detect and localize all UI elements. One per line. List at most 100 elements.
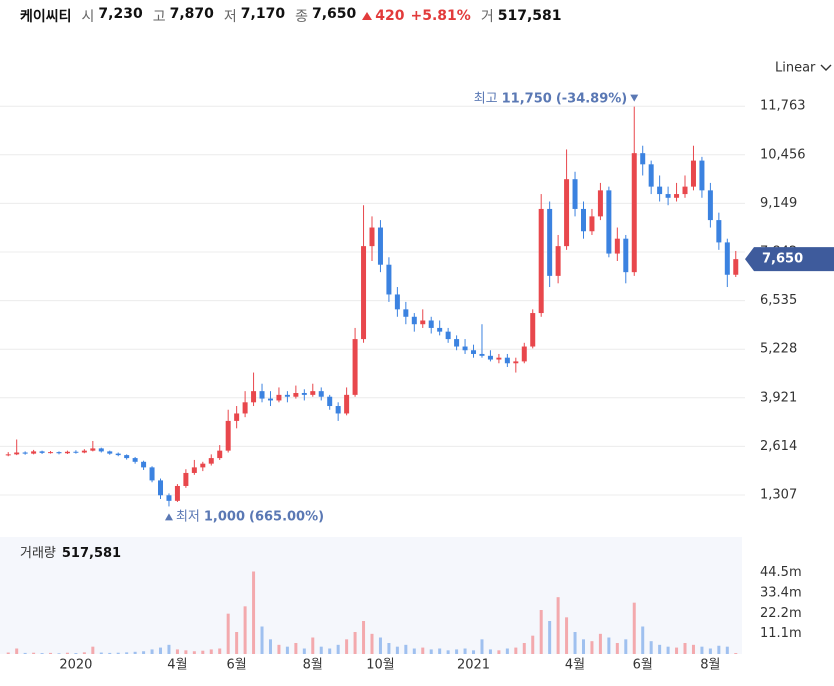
x-tick-label: 2021 [457, 658, 490, 673]
volume-bar [285, 646, 289, 654]
volume-bar [598, 633, 602, 654]
candle-body [597, 190, 603, 217]
candle-body [276, 394, 282, 401]
candle-body [437, 327, 443, 332]
y-tick-label: 2,614 [760, 439, 797, 454]
volume-bar [362, 621, 366, 654]
volume-bar [116, 652, 120, 654]
y2-tick-label: 44.5m [760, 565, 802, 580]
x-tick-label: 2020 [59, 658, 92, 673]
candle-body [369, 227, 375, 247]
x-tick-label: 8월 [303, 658, 323, 673]
volume-name: 거래량 [20, 546, 56, 561]
volume-bar [319, 646, 323, 654]
candle-body [572, 179, 578, 209]
candle-body [640, 153, 646, 165]
volume-bar [522, 643, 526, 654]
annotation: 최고 11,750 (-34.89%) [474, 91, 628, 106]
candle-body [682, 186, 688, 195]
volume-bar [624, 639, 628, 654]
change-pct: +5.81% [410, 8, 471, 24]
volume-bar [395, 646, 399, 654]
volume-bar [463, 648, 467, 654]
volume-bar [6, 652, 10, 654]
candle-body [394, 294, 400, 310]
volume-bar [184, 650, 188, 654]
candle-body [234, 413, 240, 421]
volume-bar [82, 652, 86, 654]
field-label: 종 [295, 9, 308, 25]
x-tick-label: 6월 [633, 658, 653, 673]
volume-bar [581, 639, 585, 654]
x-tick-label: 10월 [366, 658, 395, 673]
candle-body [674, 194, 680, 198]
volume-bar [192, 651, 196, 654]
candle-body [225, 420, 231, 451]
volume-bar [505, 648, 509, 654]
volume-bar [201, 650, 205, 654]
volume-bar [641, 626, 645, 654]
candle-body [665, 194, 671, 198]
scale-menu-label[interactable]: Linear [775, 61, 816, 76]
candle-body [530, 313, 536, 347]
candle-body [98, 448, 104, 452]
candle-body [310, 391, 316, 395]
annotation-label: 최고 [474, 91, 498, 106]
volume-label: 거 [480, 9, 494, 25]
volume-bar [429, 649, 433, 654]
y2-tick-label: 33.4m [760, 585, 802, 600]
candle-body [158, 480, 164, 496]
volume-bar [666, 646, 670, 654]
volume-bar [99, 652, 103, 654]
candle-body [377, 227, 383, 265]
candle-body [724, 242, 730, 275]
volume-bar [336, 644, 340, 654]
x-tick-label: 4월 [167, 658, 187, 673]
candle-body [386, 264, 392, 295]
candle-body [496, 357, 502, 360]
volume-bar [446, 650, 450, 654]
candle-body [471, 350, 477, 354]
volume-bar [125, 652, 129, 654]
volume-value: 517,581 [497, 8, 562, 24]
annotation-change: (665.00%) [249, 509, 324, 524]
volume-bar [421, 647, 425, 654]
volume-bar [700, 646, 704, 654]
candle-body [166, 495, 172, 501]
volume-bar [734, 653, 738, 654]
y-tick-label: 11,763 [760, 99, 806, 114]
candle-body [73, 451, 79, 453]
volume-bar [260, 626, 264, 654]
volume-bar [57, 653, 61, 654]
volume-bar [497, 650, 501, 654]
volume-bar [708, 648, 712, 654]
candle-body [648, 164, 654, 187]
scale-menu[interactable]: Linear [775, 61, 832, 76]
candle-body [623, 238, 629, 273]
volume-bar [573, 632, 577, 654]
volume-bar [159, 647, 163, 654]
field-value: 7,870 [169, 6, 214, 22]
header: 케이씨티 시 7,230 고 7,870 저 7,170 종 7,650 420 +5.81%… [20, 6, 561, 26]
candle-body [657, 186, 663, 195]
field-label: 시 [81, 9, 95, 25]
candle-body [547, 208, 553, 276]
candle-body [115, 453, 121, 456]
candle-body [14, 452, 20, 455]
volume-bar [412, 648, 416, 654]
annotation-label: 최저 [176, 509, 200, 524]
volume-bar [65, 652, 69, 654]
volume-bar [252, 571, 256, 654]
volume-bar [658, 644, 662, 654]
candle-body [149, 467, 155, 481]
volume-bar [167, 644, 171, 654]
chevron[interactable] [820, 64, 832, 71]
volume-bar [378, 637, 382, 654]
candle-body [208, 458, 214, 464]
last-price-label: 7,650 [762, 252, 803, 267]
y-tick-label: 9,149 [760, 196, 797, 211]
volume-bar [91, 646, 95, 654]
volume-bar [480, 639, 484, 654]
low-marker [164, 513, 173, 521]
candle-body [538, 208, 544, 314]
